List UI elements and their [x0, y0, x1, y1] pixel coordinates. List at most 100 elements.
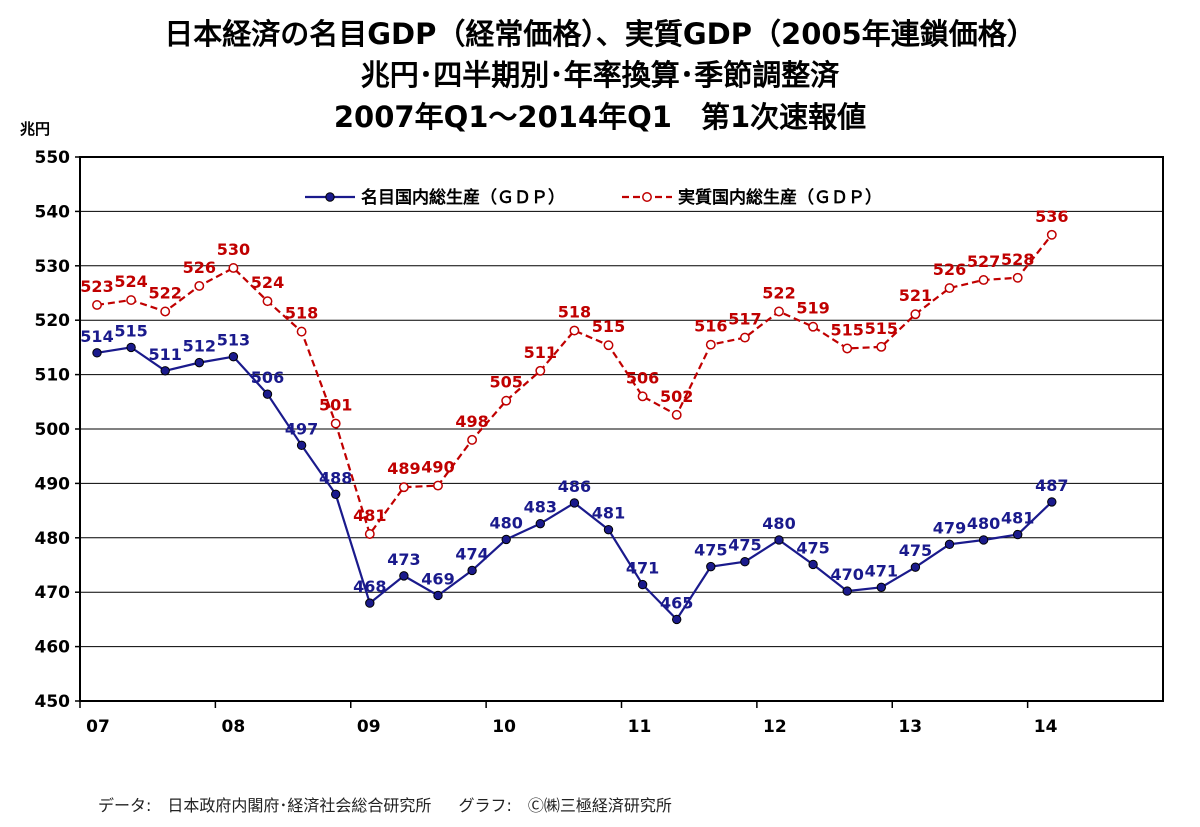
data-point: [433, 480, 443, 491]
data-label: 480: [967, 514, 1000, 533]
data-point: [92, 300, 102, 310]
data-label: 527: [967, 252, 1000, 271]
data-point: [535, 365, 546, 376]
x-tick-label-09: 09: [357, 717, 381, 737]
data-label: 502: [660, 387, 693, 406]
y-tick-label: 450: [35, 692, 71, 712]
data-label: 480: [489, 513, 522, 532]
data-point: [876, 341, 887, 352]
data-point: [740, 557, 750, 567]
data-point: [1046, 229, 1057, 240]
legend: 名目国内総生産（ＧＤＰ） 実質国内総生産（ＧＤＰ）: [305, 187, 882, 208]
data-label: 501: [319, 396, 352, 415]
data-label: 470: [830, 565, 863, 584]
data-point: [467, 434, 478, 445]
legend-marker: [325, 192, 335, 202]
data-label: 523: [80, 277, 113, 296]
data-label: 475: [796, 538, 829, 557]
y-tick-label: 530: [35, 257, 71, 277]
data-point: [365, 598, 375, 608]
data-label: 511: [524, 343, 557, 362]
data-point: [194, 280, 205, 291]
data-label: 518: [285, 304, 318, 323]
y-tick-label: 470: [35, 583, 71, 603]
data-label: 506: [251, 368, 284, 387]
data-point: [671, 409, 682, 420]
data-label: 515: [592, 317, 625, 336]
data-label: 488: [319, 468, 352, 487]
x-axis-ticks: 07 08 09 10 11 12 13 14: [79, 701, 1058, 737]
data-label: 471: [865, 561, 898, 580]
data-point: [501, 534, 511, 545]
data-label: 483: [524, 498, 557, 517]
data-label: 481: [353, 506, 386, 525]
data-label: 465: [660, 593, 693, 612]
legend-marker: [642, 192, 652, 202]
data-point: [535, 518, 545, 529]
data-point: [978, 535, 989, 545]
data-point: [194, 357, 205, 368]
data-point: [160, 366, 170, 376]
y-tick-label: 520: [35, 311, 71, 331]
data-point: [228, 263, 239, 273]
data-point: [126, 295, 137, 306]
data-label: 515: [830, 320, 863, 339]
data-label: 528: [1001, 250, 1034, 269]
data-label: 521: [899, 286, 932, 305]
data-label: 524: [251, 273, 284, 292]
data-label: 536: [1035, 207, 1068, 226]
x-tick-label-07: 07: [86, 717, 110, 737]
data-label: 526: [933, 260, 966, 279]
legend-label: 実質国内総生産（ＧＤＰ）: [678, 187, 882, 208]
data-point: [160, 306, 171, 317]
data-point: [330, 418, 341, 429]
data-point: [637, 579, 648, 590]
y-axis-ticks: 450 460 470 480 490 500 510 520 530 540 550: [35, 148, 80, 712]
data-label: 522: [762, 283, 795, 302]
data-label: 511: [148, 345, 181, 364]
data-label: 498: [455, 412, 488, 431]
data-label: 518: [558, 303, 591, 322]
y-tick-label: 460: [35, 638, 71, 658]
data-point: [774, 535, 784, 545]
data-label: 481: [1001, 509, 1034, 528]
data-label: 479: [933, 518, 966, 537]
x-tick-label-10: 10: [492, 717, 516, 737]
data-label: 469: [421, 569, 454, 588]
x-tick-label-13: 13: [898, 717, 922, 737]
data-label: 512: [183, 337, 216, 356]
data-point: [569, 325, 580, 336]
y-tick-label: 500: [35, 420, 71, 440]
y-tick-label: 490: [35, 474, 71, 494]
legend-item-real: 実質国内総生産（ＧＤＰ）: [622, 187, 882, 208]
data-point: [672, 614, 682, 625]
data-label: 506: [626, 368, 659, 387]
data-label: 513: [217, 331, 250, 350]
data-label: 524: [114, 272, 147, 291]
data-label: 514: [80, 327, 113, 346]
data-label: 489: [387, 459, 420, 478]
legend-label: 名目国内総生産（ＧＤＰ）: [361, 187, 565, 208]
data-point: [296, 440, 307, 451]
data-label: 481: [592, 504, 625, 523]
data-label: 517: [728, 310, 761, 329]
data-point: [842, 343, 853, 354]
data-point: [774, 306, 784, 317]
data-label: 487: [1035, 476, 1068, 495]
grid-lines: [80, 210, 1163, 648]
data-point: [1012, 272, 1023, 283]
data-point: [910, 562, 921, 572]
x-tick-label-08: 08: [222, 717, 246, 737]
data-point: [603, 340, 614, 351]
data-point: [501, 395, 512, 406]
y-tick-label: 510: [35, 366, 71, 386]
data-label: 471: [626, 559, 659, 578]
data-label: 515: [865, 319, 898, 338]
data-label: 490: [421, 458, 454, 477]
data-label: 475: [728, 536, 761, 555]
data-label: 522: [148, 283, 181, 302]
data-point: [637, 391, 648, 402]
data-label: 486: [558, 477, 591, 496]
